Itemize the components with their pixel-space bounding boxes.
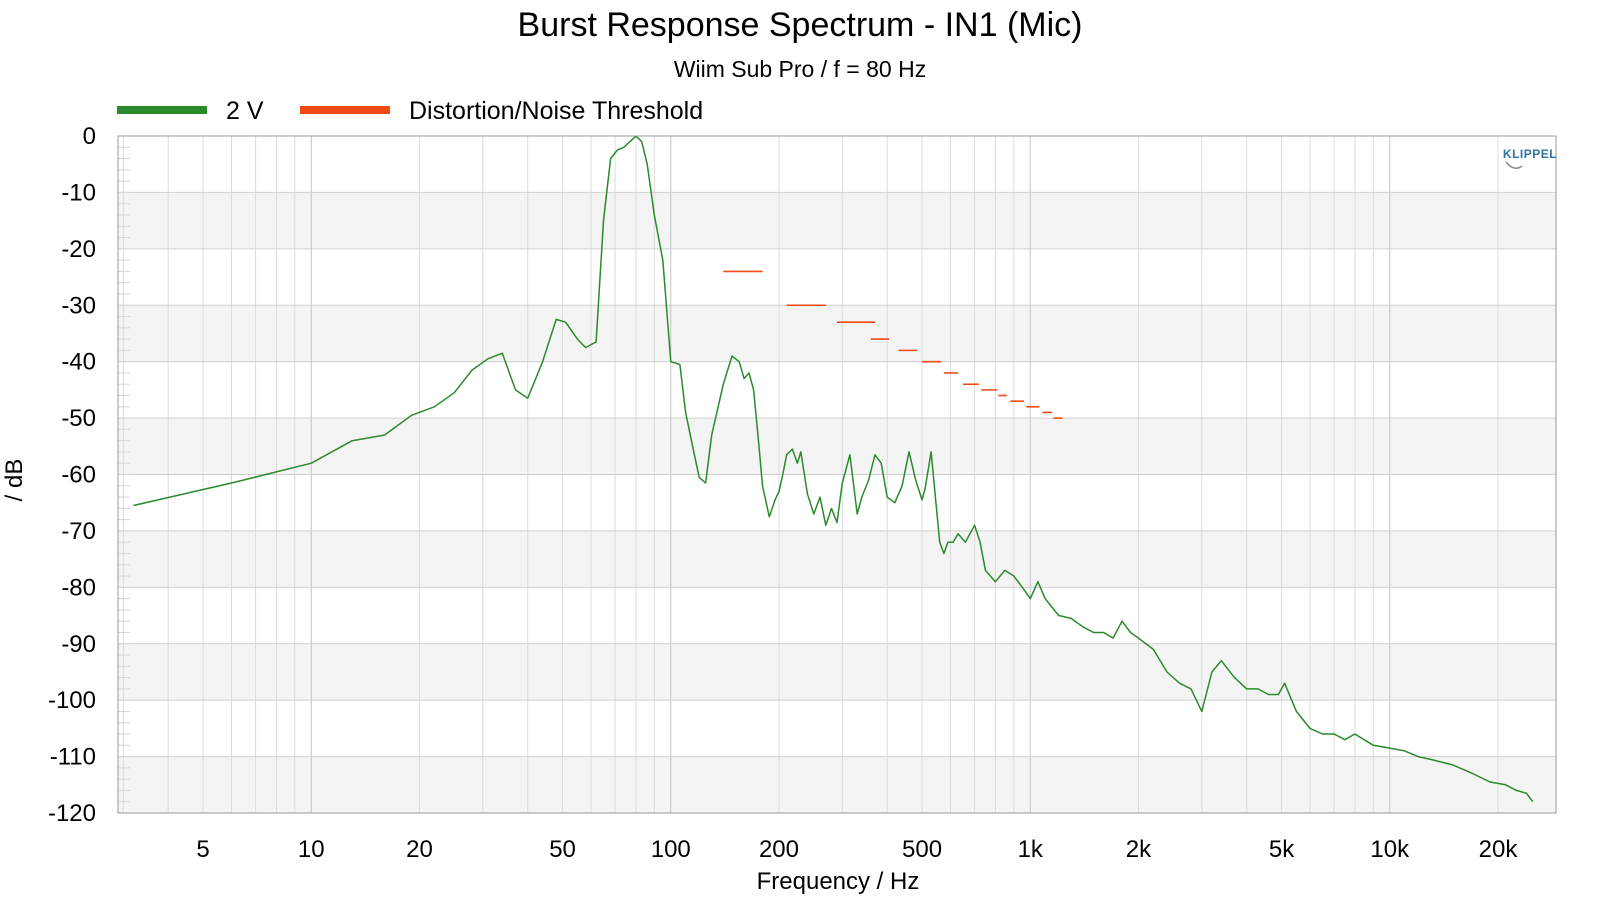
y-tick-label: -30	[61, 292, 96, 319]
plot-band	[118, 643, 1556, 701]
legend-swatch-threshold	[300, 106, 390, 114]
y-tick-label: 0	[83, 123, 96, 150]
plot-frame	[117, 135, 1557, 814]
plot-band	[118, 248, 1556, 306]
chart-title: Burst Response Spectrum - IN1 (Mic)	[518, 6, 1083, 44]
y-minor-ticks	[118, 135, 130, 814]
klippel-logo: KLIPPEL	[1503, 147, 1557, 169]
plot-band	[118, 756, 1556, 813]
x-tick-label: 100	[651, 836, 691, 863]
plot-band	[118, 530, 1556, 588]
x-tick-label: 20k	[1479, 836, 1519, 863]
y-tick-label: -10	[61, 179, 96, 206]
x-tick-label: 2k	[1126, 836, 1152, 863]
y-tick-label: -60	[61, 462, 96, 489]
klippel-logo-swoosh	[1505, 161, 1523, 169]
legend: 2 V Distortion/Noise Threshold	[117, 97, 703, 125]
y-axis-label: / dB	[1, 459, 28, 502]
x-tick-label: 1k	[1018, 836, 1044, 863]
x-tick-label: 5k	[1269, 836, 1295, 863]
y-tick-label: -20	[61, 236, 96, 263]
y-tick-label: -80	[61, 574, 96, 601]
legend-label-2v: 2 V	[226, 97, 264, 125]
plot-band	[118, 587, 1556, 644]
y-tick-label: -50	[61, 405, 96, 432]
plot-band	[118, 361, 1556, 419]
response-series	[133, 135, 1534, 803]
y-tick-label: -90	[61, 631, 96, 658]
x-tick-label: 5	[196, 836, 209, 863]
klippel-logo-text: KLIPPEL	[1503, 147, 1557, 161]
plot-band	[118, 305, 1556, 362]
x-tick-label: 200	[759, 836, 799, 863]
legend-swatch-2v	[117, 106, 207, 114]
legend-label-threshold: Distortion/Noise Threshold	[409, 97, 703, 125]
y-tick-labels: 0 -10 -20 -30 -40 -50 -60 -70 -80 -90 -100 -110 -120	[48, 123, 96, 827]
plot-band	[118, 136, 1556, 193]
x-tick-labels: 5 10 20 50 100 200 500 1k 2k 5k 10k 20k	[196, 836, 1518, 863]
y-tick-label: -40	[61, 349, 96, 376]
x-tick-label: 50	[549, 836, 576, 863]
plot-band	[118, 192, 1556, 249]
threshold-series	[723, 270, 1063, 419]
response-line-2v	[133, 135, 1534, 803]
x-tick-label: 10	[298, 836, 325, 863]
plot-band	[118, 700, 1556, 757]
plot-background	[118, 136, 1556, 813]
x-tick-label: 500	[902, 836, 942, 863]
y-tick-label: -100	[48, 687, 96, 714]
chart-subtitle: Wiim Sub Pro / f = 80 Hz	[674, 56, 926, 82]
x-tick-label: 10k	[1370, 836, 1410, 863]
y-tick-label: -120	[48, 800, 96, 827]
x-tick-label: 20	[406, 836, 433, 863]
y-tick-label: -70	[61, 518, 96, 545]
y-tick-label: -110	[50, 744, 96, 771]
plot-band	[118, 418, 1556, 475]
x-axis-label: Frequency / Hz	[757, 868, 920, 895]
